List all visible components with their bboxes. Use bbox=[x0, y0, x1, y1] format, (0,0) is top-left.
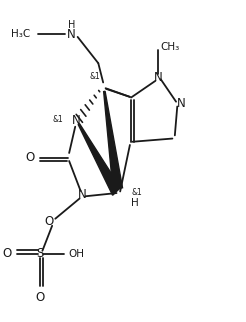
Text: H: H bbox=[131, 198, 139, 208]
Text: H₃C: H₃C bbox=[11, 29, 30, 39]
Text: &1: &1 bbox=[52, 115, 63, 124]
Text: N: N bbox=[78, 188, 87, 201]
Polygon shape bbox=[78, 124, 121, 195]
Text: O: O bbox=[3, 248, 12, 260]
Text: &1: &1 bbox=[90, 71, 101, 80]
Text: O: O bbox=[26, 151, 35, 164]
Text: N: N bbox=[177, 97, 186, 110]
Text: O: O bbox=[35, 291, 45, 304]
Text: N: N bbox=[72, 114, 81, 128]
Text: CH₃: CH₃ bbox=[160, 42, 180, 52]
Text: N: N bbox=[154, 71, 162, 84]
Text: H: H bbox=[68, 20, 75, 30]
Text: &1: &1 bbox=[131, 188, 142, 197]
Text: N: N bbox=[67, 28, 76, 41]
Text: O: O bbox=[44, 215, 53, 228]
Text: OH: OH bbox=[68, 249, 84, 259]
Text: S: S bbox=[36, 248, 44, 260]
Polygon shape bbox=[104, 91, 123, 190]
